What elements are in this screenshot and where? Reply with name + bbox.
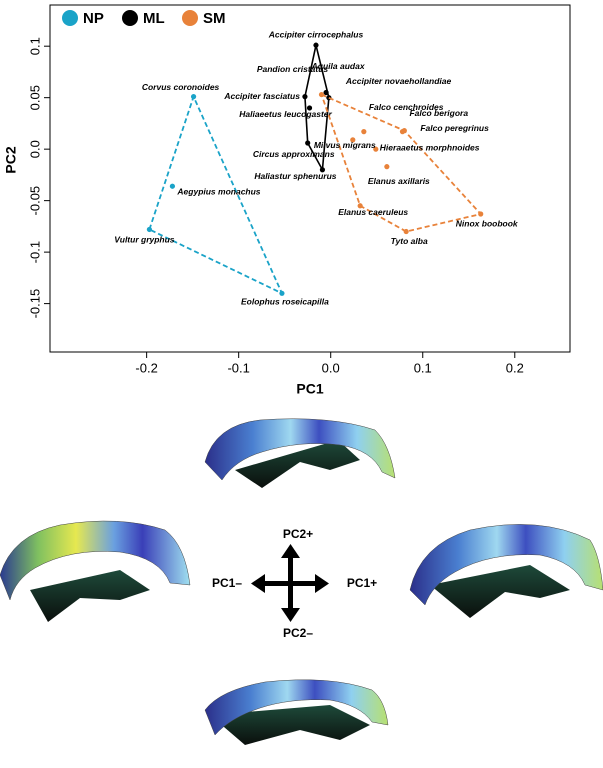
- point-label: Tyto alba: [391, 236, 428, 246]
- point-label: Accipiter cirrocephalus: [268, 29, 364, 39]
- point-label: Corvus coronoides: [142, 82, 220, 92]
- point-label: Vultur gryphus: [114, 235, 175, 245]
- plot: -0.2 -0.1 0.0 0.1 0.2 -0.15 -0.1 -0.05 0.0 0.05 0.…: [27, 10, 523, 375]
- data-point: [169, 183, 176, 189]
- data-point: [384, 164, 390, 170]
- point-label: Haliastur sphenurus: [254, 171, 336, 181]
- point-label: Falco cenchroides: [369, 102, 444, 112]
- point-label: Pandion cristatus: [257, 64, 329, 74]
- data-point: [313, 42, 319, 48]
- data-point: [350, 137, 356, 143]
- y-tick-label: 0.05: [27, 85, 42, 110]
- y-tick-label: -0.1: [27, 241, 42, 263]
- group-hull: [304, 44, 330, 173]
- shape-top: [204, 418, 396, 488]
- point-label: Falco berigora: [409, 108, 468, 118]
- point-label: Elanus caeruleus: [338, 207, 408, 217]
- point-label: Accipiter novaehollandiae: [345, 76, 452, 86]
- point-label: Elanus axillaris: [368, 176, 430, 186]
- x-tick-label: -0.2: [135, 360, 157, 375]
- point-label: Accipiter fasciatus: [223, 91, 300, 101]
- data-point: [373, 146, 379, 152]
- data-point: [190, 94, 197, 100]
- group-hull: [319, 92, 483, 233]
- x-axis-title: PC1: [296, 381, 323, 397]
- point-label: Falco peregrinus: [420, 123, 489, 133]
- legend-label: SM: [203, 10, 226, 27]
- data-point: [478, 211, 484, 217]
- x-tick-label: -0.1: [227, 360, 249, 375]
- pc1-plus-label: PC1+: [347, 576, 377, 590]
- data-point: [302, 94, 308, 100]
- data-point: [319, 167, 326, 173]
- point-label: Hieraaetus morphnoides: [380, 142, 480, 152]
- x-tick-label: 0.1: [414, 360, 432, 375]
- point-label: Haliaeetus leucogaster: [239, 109, 332, 119]
- data-point: [361, 129, 367, 135]
- point-label: Eolophus roseicapilla: [241, 297, 329, 307]
- point-label: Aegypius monachus: [176, 186, 260, 196]
- data-point: [318, 91, 325, 98]
- y-tick-label: -0.05: [27, 186, 42, 216]
- data-point: [305, 140, 311, 146]
- y-tick-label: 0.1: [27, 37, 42, 55]
- y-tick-label: 0.0: [27, 140, 42, 158]
- data-point: [306, 105, 313, 111]
- legend-marker: [62, 10, 78, 26]
- point-label: Aquila audax: [311, 61, 366, 71]
- point-label: Milvus migrans: [314, 140, 376, 150]
- legend-marker: [122, 10, 138, 26]
- point-label: Ninox boobook: [456, 218, 519, 228]
- data-point: [403, 228, 409, 235]
- legend-label: ML: [143, 10, 165, 27]
- y-axis-title: PC2: [3, 146, 19, 173]
- x-tick-label: 0.0: [322, 360, 340, 375]
- legend-label: NP: [83, 10, 104, 27]
- data-point: [357, 203, 363, 209]
- plot-frame: [49, 4, 571, 353]
- direction-arrows: [251, 544, 329, 622]
- pc2-minus-label: PC2–: [283, 626, 313, 640]
- y-tick-label: -0.15: [27, 289, 42, 319]
- data-point: [146, 226, 152, 233]
- shape-bottom: [204, 679, 389, 745]
- data-point: [323, 89, 329, 96]
- point-label: Circus approximans: [253, 149, 335, 159]
- shape-left: [0, 520, 191, 622]
- x-tick-label: 0.2: [506, 360, 524, 375]
- pc2-plus-label: PC2+: [283, 527, 313, 541]
- pc1-minus-label: PC1–: [212, 576, 242, 590]
- shape-right: [409, 524, 603, 618]
- data-point: [401, 128, 407, 134]
- data-point: [279, 290, 285, 296]
- legend-marker: [182, 10, 198, 26]
